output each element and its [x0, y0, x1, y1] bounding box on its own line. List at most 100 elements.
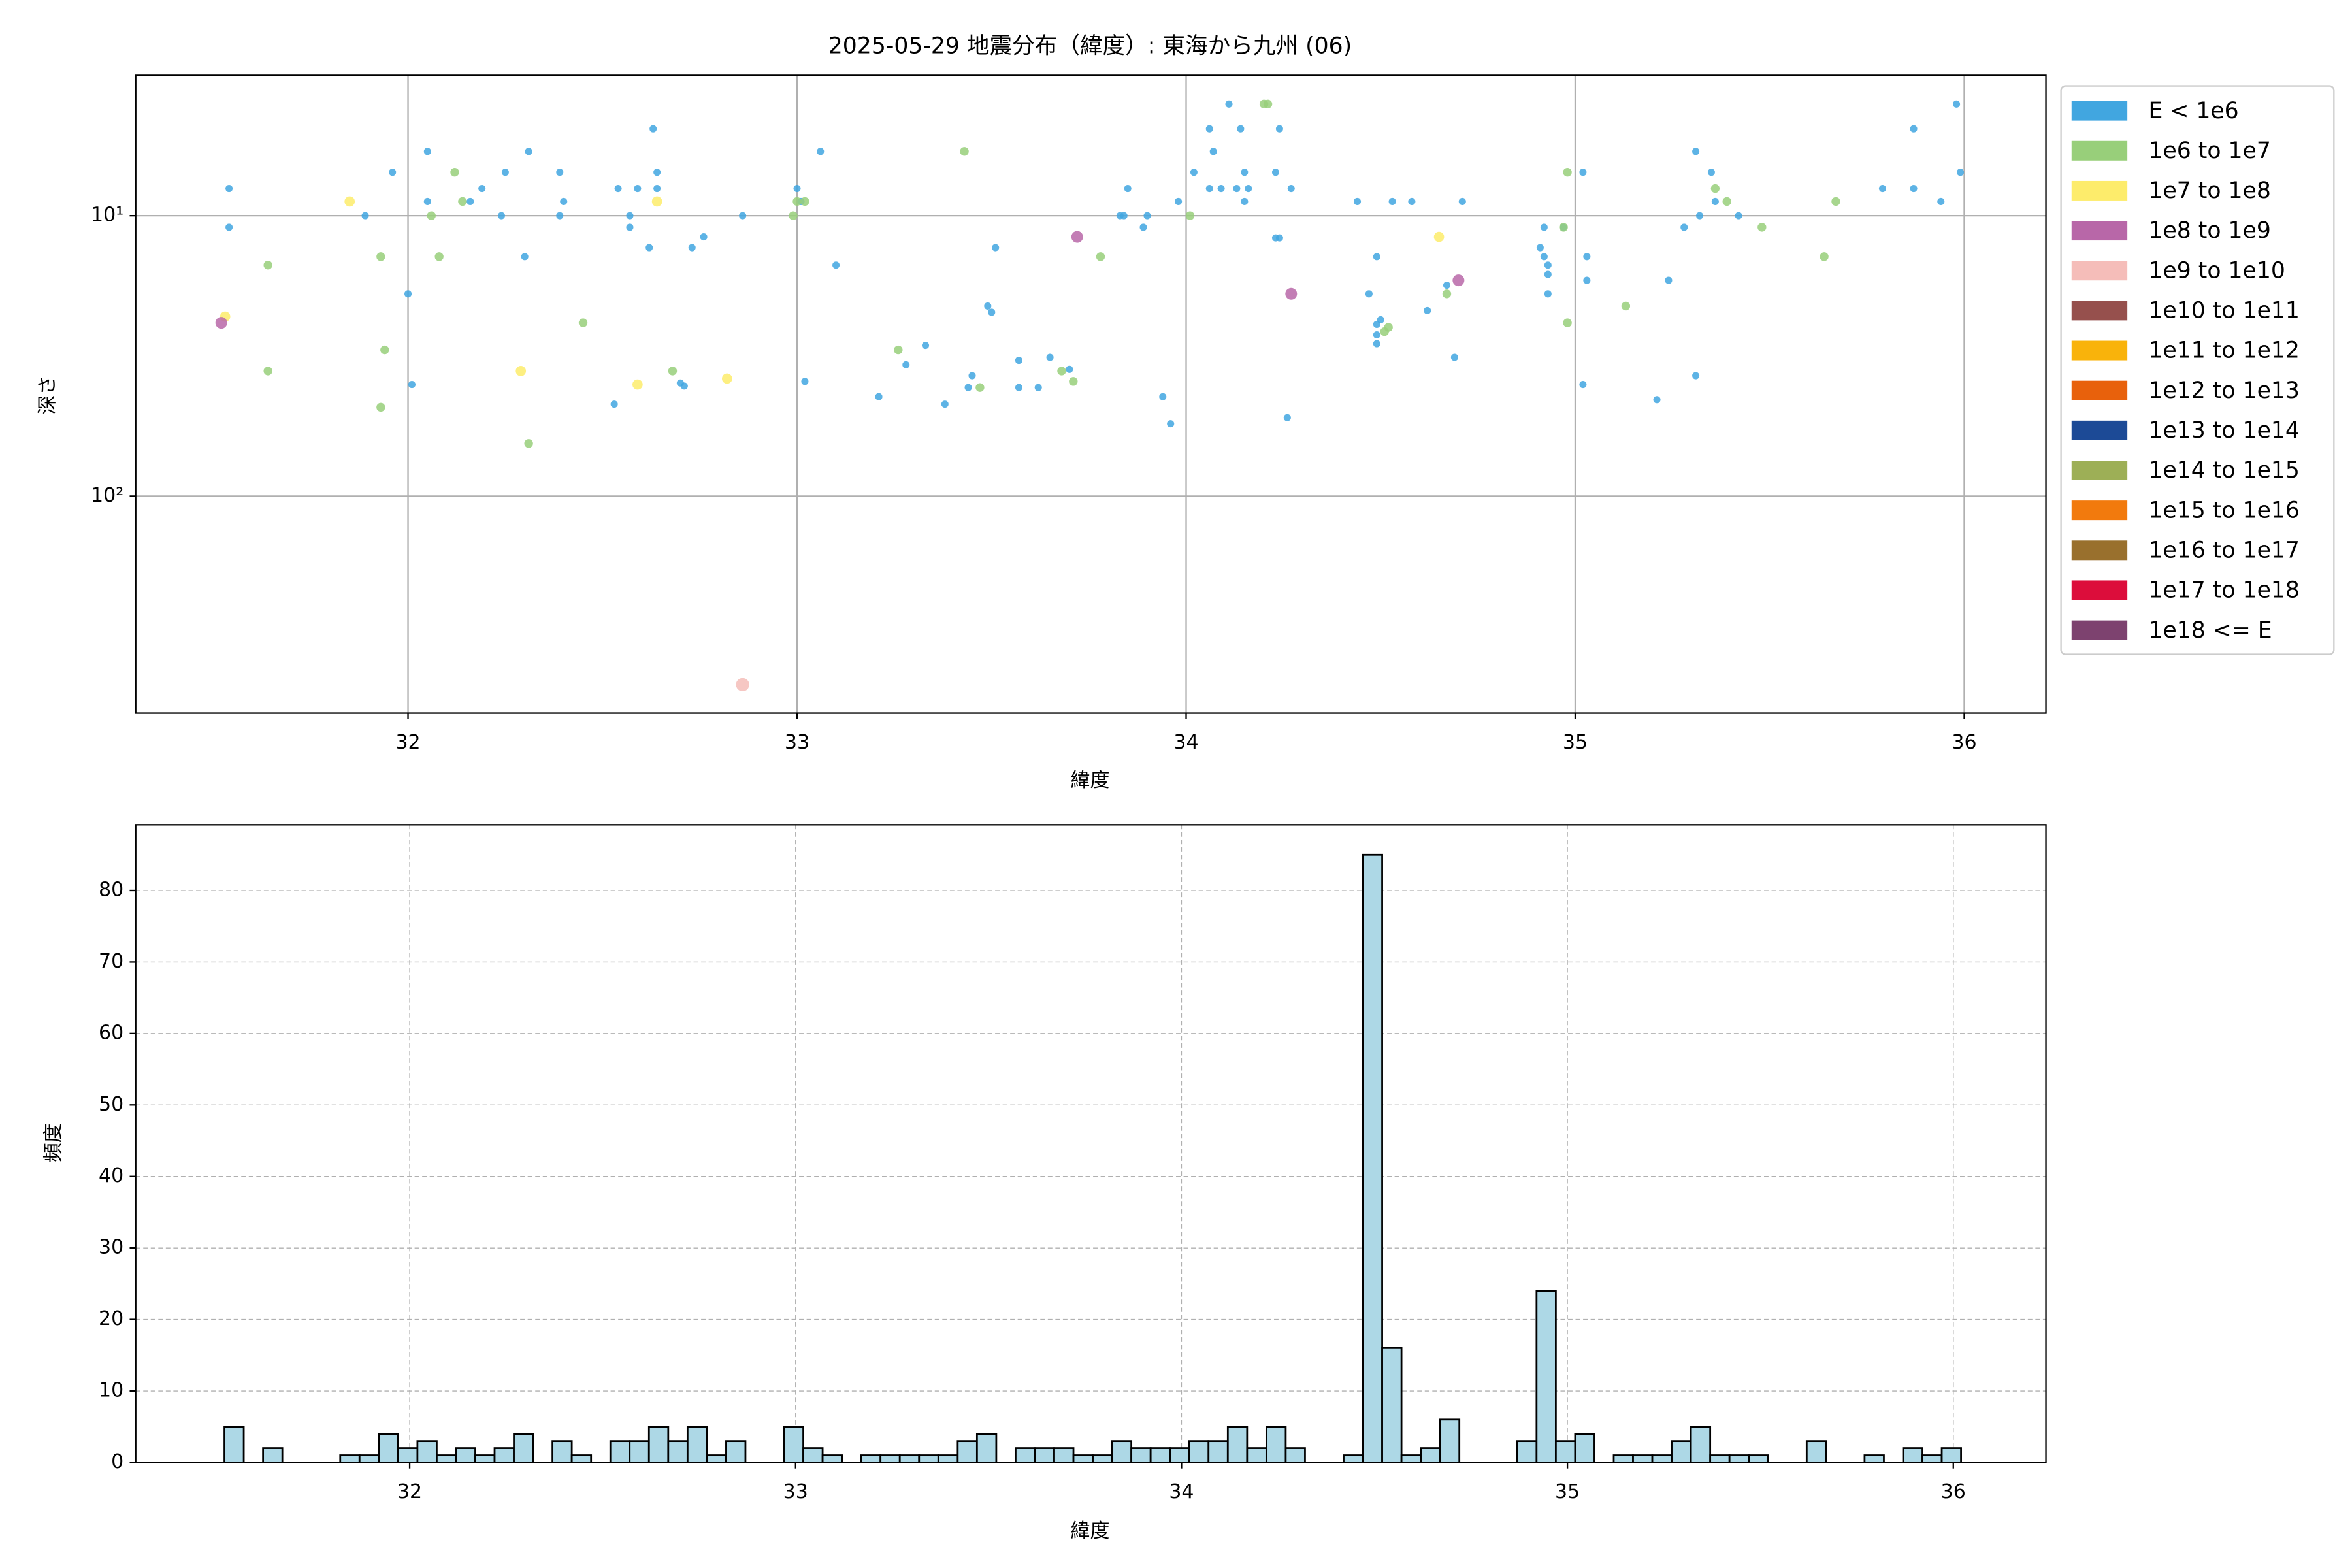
histogram-bar	[358, 1454, 380, 1463]
scatter-point	[1878, 185, 1886, 193]
legend-label: 1e7 to 1e8	[2148, 178, 2270, 204]
x-tick-label: 32	[397, 1480, 422, 1503]
scatter-point	[1373, 340, 1380, 348]
scatter-point	[739, 212, 747, 220]
scatter-point	[1442, 289, 1452, 299]
scatter-point	[1275, 125, 1283, 133]
histogram-bar	[1921, 1454, 1943, 1463]
legend-swatch	[2071, 420, 2128, 440]
scatter-point	[1680, 223, 1688, 231]
legend-box	[2060, 85, 2335, 655]
scatter-point	[515, 366, 527, 376]
legend-swatch	[2071, 261, 2128, 281]
scatter-point	[1167, 420, 1175, 428]
y-tick-label: 10	[99, 1379, 123, 1402]
scatter-point	[1579, 169, 1587, 176]
y-tick-label: 60	[99, 1021, 123, 1044]
histogram-bar	[1748, 1454, 1769, 1463]
scatter-point	[653, 169, 661, 176]
histogram-bar	[378, 1433, 399, 1463]
scatter-point	[1956, 169, 1965, 176]
scatter-point	[941, 400, 949, 408]
scatter-point	[1735, 212, 1742, 220]
scatter-point	[688, 244, 696, 252]
scatter-point	[626, 212, 634, 220]
histogram-bar	[1709, 1454, 1731, 1463]
x-tick-label: 34	[1173, 731, 1198, 754]
legend-swatch	[2071, 580, 2128, 600]
scatter-point	[894, 345, 903, 355]
histogram-bar	[898, 1454, 921, 1463]
scatter-point	[376, 252, 385, 261]
histogram-bar	[686, 1426, 708, 1463]
scatter-point	[1757, 223, 1767, 232]
histogram-bar	[1092, 1454, 1113, 1463]
scatter-point	[1283, 414, 1291, 421]
histogram-bar	[1053, 1447, 1075, 1463]
scatter-point	[1066, 365, 1073, 373]
scatter-point	[984, 302, 992, 310]
scatter-point	[1353, 197, 1362, 205]
scatter-point	[1185, 211, 1195, 220]
x-axis-label: 緯度	[1070, 769, 1109, 792]
x-tick-label: 32	[395, 731, 420, 754]
legend-swatch	[2071, 540, 2128, 561]
scatter-point	[626, 223, 634, 231]
histogram-bar	[1805, 1440, 1827, 1463]
y-tick-label: 50	[99, 1093, 123, 1116]
scatter-point	[1692, 148, 1700, 155]
histogram-bar	[397, 1447, 419, 1463]
histogram-bar	[1574, 1433, 1595, 1463]
scatter-point	[1563, 318, 1572, 327]
scatter-point	[263, 367, 272, 376]
y-tick-label: 80	[99, 878, 123, 901]
legend-swatch	[2071, 461, 2128, 480]
histogram-bar	[551, 1440, 573, 1463]
histogram-bar	[1343, 1454, 1364, 1463]
histogram-bar	[1612, 1454, 1634, 1463]
scatter-point	[902, 361, 910, 368]
histogram-bar	[725, 1440, 747, 1463]
histogram-bar	[1265, 1426, 1287, 1463]
histogram-bar	[1400, 1454, 1422, 1463]
histogram-bar	[706, 1454, 727, 1463]
histogram-bar	[1902, 1447, 1923, 1463]
scatter-point	[1910, 185, 1918, 193]
scatter-point	[578, 318, 588, 327]
scatter-point	[1175, 197, 1183, 205]
plot-frame	[135, 74, 2047, 714]
x-tick-label: 34	[1169, 1480, 1194, 1503]
legend-label: E < 1e6	[2148, 98, 2238, 124]
scatter-point	[560, 197, 568, 205]
histogram-bar	[1226, 1426, 1249, 1463]
scatter-point	[800, 197, 809, 206]
legend-label: 1e13 to 1e14	[2148, 417, 2299, 444]
scatter-point	[1143, 212, 1151, 220]
histogram-bar	[1632, 1454, 1654, 1463]
legend-swatch	[2071, 500, 2128, 521]
histogram-bar	[1072, 1454, 1094, 1463]
histogram-bar	[783, 1426, 804, 1463]
histogram-bar	[956, 1440, 978, 1463]
histogram-bar	[1111, 1440, 1133, 1463]
scatter-point	[423, 148, 431, 155]
scatter-point	[427, 211, 436, 220]
scatter-point	[1711, 197, 1719, 205]
scatter-point	[215, 317, 227, 329]
scatter-point	[992, 244, 1000, 252]
scatter-point	[1069, 377, 1078, 386]
scatter-point	[645, 244, 653, 252]
histogram-bar	[1554, 1440, 1576, 1463]
y-tick-label: 70	[99, 950, 123, 973]
histogram-bar	[1516, 1440, 1538, 1463]
scatter-point	[1544, 261, 1552, 269]
scatter-point	[501, 169, 509, 176]
histogram-bar	[1130, 1447, 1152, 1463]
scatter-point	[380, 345, 389, 355]
scatter-point	[975, 383, 985, 392]
scatter-point	[1707, 169, 1715, 176]
scatter-point	[1373, 253, 1380, 261]
legend-label: 1e9 to 1e10	[2148, 257, 2285, 284]
scatter-point	[1015, 384, 1022, 391]
